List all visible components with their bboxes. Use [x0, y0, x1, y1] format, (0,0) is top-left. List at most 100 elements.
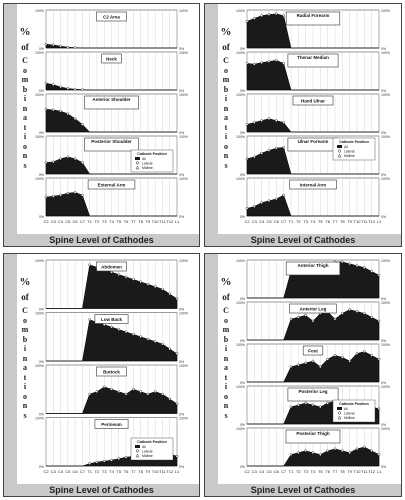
x-tick-label: C6: [73, 219, 79, 224]
ylabel-pct: %: [19, 276, 31, 288]
data-point: [51, 160, 55, 164]
legend-marker-lateral: [135, 161, 139, 165]
legend-item-label: All: [142, 157, 146, 161]
ylabel-of: of: [21, 292, 29, 302]
data-point: [51, 108, 55, 112]
panel-thenar-median: 100% 0% 100% 0% Thenar Median: [236, 51, 390, 93]
data-point: [260, 151, 263, 155]
legend-item-label: Lateral: [142, 450, 153, 454]
panel-title-box: [287, 387, 339, 402]
ylabel-strip: [205, 254, 218, 496]
x-tick-label: T9: [347, 219, 352, 224]
data-point: [289, 365, 293, 369]
panel-buttock: 100% 0% 100% 0% Buttock: [35, 364, 188, 417]
y-tick-right: 0%: [179, 173, 184, 177]
y-tick-right: 100%: [381, 427, 390, 431]
data-point: [175, 454, 179, 458]
x-axis-title: Spine Level of Cathodes: [4, 234, 199, 246]
x-tick-label: T7: [131, 219, 136, 224]
panel-posterior-thigh: 100% 0% 100% 0% Posterior Thigh: [236, 427, 390, 469]
legend-marker-lateral: [337, 149, 341, 153]
data-point: [175, 297, 179, 301]
data-point: [275, 12, 278, 16]
panel-title: Anterior Leg: [300, 307, 327, 312]
data-point: [253, 17, 256, 20]
x-tick-label: C2: [244, 219, 250, 224]
x-tick-label: T5: [318, 469, 323, 474]
y-tick-right: 100%: [381, 9, 390, 13]
data-point: [282, 193, 285, 197]
x-tick-label: C3: [51, 219, 57, 224]
legend-marker-midline: [135, 165, 140, 170]
y-tick-right: 100%: [179, 177, 188, 181]
legend-swatch-all: [135, 157, 140, 160]
data-point: [59, 193, 62, 197]
data-point: [260, 201, 263, 204]
x-tick-label: T10: [354, 469, 362, 474]
x-tick-label: T2: [296, 469, 301, 474]
panel-title: Low Back: [101, 317, 123, 322]
legend-item-label: Midline: [142, 454, 153, 458]
y-tick-left: 0%: [240, 465, 245, 469]
x-tick-label: C2: [244, 469, 250, 474]
data-point: [297, 315, 300, 319]
ylabel-strip: [4, 254, 17, 496]
data-point: [311, 319, 315, 323]
x-tick-label: T12: [368, 219, 376, 224]
y-tick-left: 100%: [236, 343, 245, 347]
data-point: [95, 390, 99, 393]
data-point: [124, 330, 128, 334]
x-tick-label: T7: [333, 219, 338, 224]
data-point: [297, 451, 300, 454]
data-point: [260, 61, 263, 64]
data-point: [88, 392, 91, 396]
data-point: [297, 363, 300, 367]
data-point: [73, 157, 77, 161]
y-tick-right: 0%: [381, 89, 386, 93]
data-point: [153, 340, 157, 343]
legend-item-label: Lateral: [344, 150, 355, 154]
data-point: [289, 405, 293, 409]
data-point: [348, 262, 351, 266]
data-point: [275, 197, 278, 201]
x-tick-label: T1: [87, 219, 92, 224]
data-point: [66, 155, 70, 159]
area-series-all: [246, 13, 379, 49]
y-tick-left: 100%: [236, 177, 245, 181]
data-point: [102, 385, 106, 389]
y-tick-left: 100%: [35, 312, 44, 316]
data-point: [59, 109, 62, 113]
y-tick-left: 100%: [35, 51, 44, 55]
panel-title-box: [94, 314, 129, 324]
x-tick-label: T5: [318, 219, 323, 224]
x-tick-label: T6: [124, 469, 129, 474]
data-point: [267, 13, 271, 16]
panel-title-box: [96, 261, 127, 272]
x-tick-label: T4: [311, 469, 316, 474]
data-point: [363, 266, 366, 269]
y-tick-left: 0%: [240, 89, 245, 93]
data-point: [66, 191, 70, 195]
data-point: [88, 263, 91, 267]
x-tick-label: T8: [138, 469, 143, 474]
legend-item-label: Midline: [142, 166, 153, 170]
data-point: [161, 392, 164, 396]
y-tick-left: 100%: [236, 427, 245, 431]
data-point: [333, 354, 337, 357]
data-point: [260, 119, 263, 122]
data-point: [253, 205, 256, 208]
y-tick-right: 0%: [381, 339, 386, 343]
x-tick-label: C4: [58, 469, 64, 474]
y-tick-right: 100%: [381, 301, 390, 305]
data-point: [282, 146, 285, 149]
y-tick-left: 0%: [39, 215, 44, 219]
data-point: [319, 405, 322, 409]
panel-anterior-thigh: 100% 0% 100% 0% Anterior Thigh: [236, 259, 390, 301]
panel-title: Anterior Thigh: [298, 263, 329, 268]
x-tick-label: T1: [289, 219, 294, 224]
data-point: [377, 407, 381, 411]
x-tick-label: T2: [95, 219, 100, 224]
ylabel-of: of: [222, 42, 230, 52]
data-point: [267, 149, 271, 152]
area-series-all: [45, 156, 177, 175]
